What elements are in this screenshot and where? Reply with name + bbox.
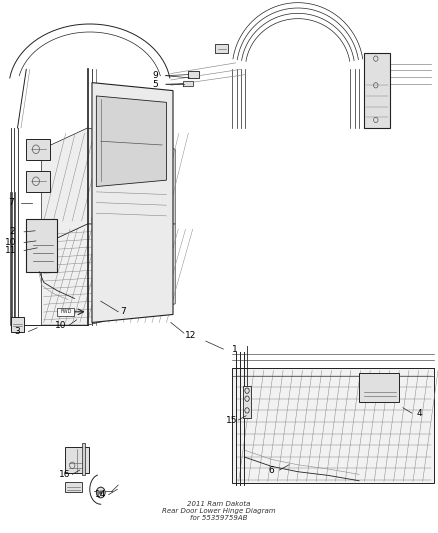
FancyBboxPatch shape [26,139,50,160]
Text: 7: 7 [8,198,14,207]
FancyBboxPatch shape [215,44,228,53]
Text: 10: 10 [55,321,66,329]
FancyBboxPatch shape [26,171,50,192]
Text: 5: 5 [152,80,159,88]
Text: FWD: FWD [60,309,71,314]
Text: 4: 4 [417,409,422,417]
Text: 11: 11 [5,246,17,255]
FancyBboxPatch shape [65,482,82,492]
Circle shape [99,490,102,495]
FancyBboxPatch shape [65,447,89,473]
Text: 7: 7 [120,308,127,316]
FancyBboxPatch shape [82,443,85,475]
Text: 14: 14 [95,490,106,499]
Text: 1: 1 [231,345,237,353]
FancyBboxPatch shape [26,219,57,272]
Text: 12: 12 [185,332,196,340]
Text: 3: 3 [14,327,21,336]
Text: 2011 Ram Dakota
Rear Door Lower Hinge Diagram
for 55359759AB: 2011 Ram Dakota Rear Door Lower Hinge Di… [162,501,276,521]
Polygon shape [42,224,175,325]
Text: 16: 16 [59,470,71,479]
Polygon shape [188,71,199,78]
FancyBboxPatch shape [243,386,251,418]
Circle shape [96,487,105,498]
FancyBboxPatch shape [11,317,24,332]
FancyBboxPatch shape [359,373,399,402]
Text: 15: 15 [226,416,237,424]
Text: 6: 6 [268,466,275,474]
Text: 10: 10 [5,238,17,247]
Polygon shape [232,368,434,483]
FancyBboxPatch shape [57,308,74,316]
Text: 9: 9 [152,71,159,80]
FancyBboxPatch shape [364,53,390,128]
Polygon shape [92,83,173,322]
Polygon shape [183,81,193,86]
Polygon shape [42,128,175,245]
Polygon shape [96,96,166,187]
Text: 2: 2 [10,228,15,236]
